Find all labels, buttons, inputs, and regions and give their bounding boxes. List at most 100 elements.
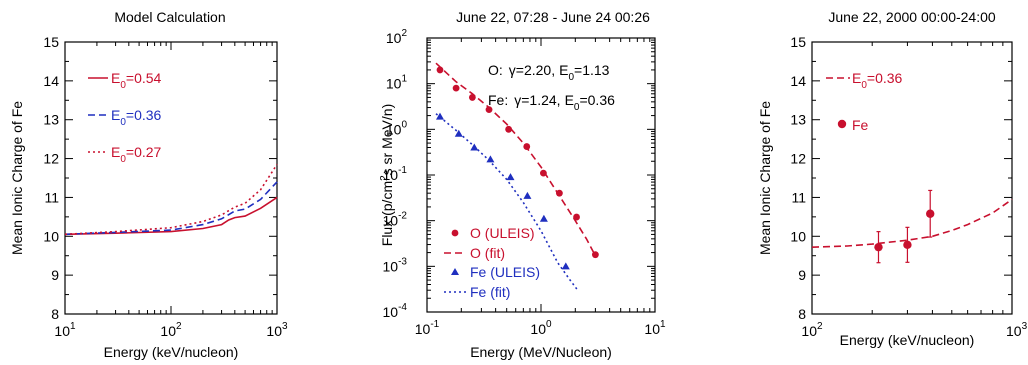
panel-2-series bbox=[435, 62, 599, 291]
panel-3-point-fe bbox=[926, 209, 935, 218]
panel-2-ylabel-b: s sr MeV/n) bbox=[379, 104, 395, 176]
panel-3-xtick-label: 102 bbox=[801, 321, 823, 339]
panel-2-ytick-label-base: 10 bbox=[383, 213, 399, 229]
panel-2-ytick-label: 102 bbox=[386, 28, 408, 46]
panel-1-legend-label-sub: 0 bbox=[120, 80, 126, 91]
panel-2-annotation-gamma: γ=2.20, bbox=[509, 62, 555, 78]
panel-model-calculation: Model Calculation 101 102 1038910111213141… bbox=[9, 9, 288, 360]
panel-1-ytick-label: 12 bbox=[43, 151, 59, 167]
panel-2-annotation-e-rest: =1.13 bbox=[574, 62, 610, 78]
panel-3-xtick-label-base: 10 bbox=[1006, 323, 1022, 339]
panel-2-ytick-label-exp: 1 bbox=[401, 74, 407, 85]
panel-2-xtick-label: 101 bbox=[644, 319, 666, 337]
panel-2-xtick-label: 100 bbox=[530, 319, 552, 337]
panel-2-point-fe bbox=[561, 262, 570, 270]
panel-1-xtick-label-exp: 2 bbox=[176, 321, 182, 332]
panel-flux-spectrum: June 22, 07:28 - June 24 00:26 10-1 100 10… bbox=[379, 9, 666, 360]
panel-1-ytick-label: 15 bbox=[43, 34, 59, 50]
panel-1-legend-label: E0=0.27 bbox=[111, 144, 162, 165]
panel-2-point-fe bbox=[486, 155, 495, 163]
panel-1-series-line bbox=[64, 181, 278, 236]
panel-3-ytick-label: 12 bbox=[790, 151, 806, 167]
panel-2-legend: O (ULEIS) O (fit) Fe (ULEIS) Fe (fit) bbox=[444, 225, 540, 300]
panel-2-point-fe bbox=[523, 191, 532, 199]
panel-1-series-line bbox=[64, 163, 278, 236]
panel-2-ytick-label-exp: -4 bbox=[398, 302, 407, 313]
panel-2-legend-label: O (fit) bbox=[470, 245, 505, 261]
panel-2-point-fe bbox=[435, 112, 444, 120]
panel-1-ytick-label: 10 bbox=[43, 228, 59, 244]
panel-1-frame bbox=[64, 41, 278, 315]
panel-1-xlabel: Energy (keV/nucleon) bbox=[104, 344, 239, 360]
panel-2-annotation-e-sub: 0 bbox=[568, 72, 574, 83]
panel-1-xtick-label-base: 10 bbox=[266, 323, 282, 339]
panel-1-xtick-label-base: 10 bbox=[160, 323, 176, 339]
panel-2-point-o bbox=[436, 66, 444, 74]
panel-3-xtick-label: 103 bbox=[1006, 321, 1028, 339]
panel-1-xtick-label-exp: 1 bbox=[70, 321, 76, 332]
panel-2-annotations: O: γ=2.20, E 0=1.13 Fe: γ=1.24, E0=0.36 bbox=[488, 62, 615, 113]
panel-1-xtick-label: 102 bbox=[160, 321, 182, 339]
panel-3-ytick-label: 8 bbox=[798, 306, 806, 322]
panel-2-point-fe bbox=[506, 173, 515, 181]
panel-1-ytick-label: 13 bbox=[43, 112, 59, 128]
panel-2-annotation-species: O: bbox=[488, 62, 503, 78]
panel-3-legend-label: E0=0.36 bbox=[852, 70, 903, 91]
panel-1-ytick-label: 11 bbox=[44, 189, 59, 205]
panel-observed-charge: June 22, 2000 00:00-24:00 102 10389101112… bbox=[757, 9, 1028, 348]
panel-1-legend-label-sub: 0 bbox=[120, 117, 126, 128]
panel-3-point-fe bbox=[874, 242, 883, 252]
panel-2-ytick-label-base: 10 bbox=[386, 121, 402, 137]
panel-3-legend-label-main: E bbox=[852, 70, 861, 86]
panel-3-xtick-label-base: 10 bbox=[801, 323, 817, 339]
panel-2-ytick-label-base: 10 bbox=[383, 167, 399, 183]
panel-2-xtick-label-exp: 1 bbox=[660, 319, 666, 330]
panel-1-xtick-label-exp: 3 bbox=[282, 321, 288, 332]
panel-1-series-line bbox=[64, 196, 278, 236]
panel-2-ylabel: Flux (p/cm2s sr MeV/n) bbox=[379, 104, 395, 246]
panel-1-ytick-label: 14 bbox=[43, 73, 59, 89]
panel-2-fit-annotation: Fe: γ=1.24, E0=0.36 bbox=[488, 92, 615, 113]
panel-2-point-fe bbox=[539, 214, 548, 222]
panel-3-legend-label: Fe bbox=[852, 117, 869, 133]
panel-3-legend-label-sub: 0 bbox=[861, 80, 867, 91]
panel-2-ytick-label: 10-4 bbox=[383, 302, 408, 320]
panel-2-ytick-label: 10-2 bbox=[383, 211, 408, 229]
panel-1-legend-label-rest: =0.27 bbox=[126, 144, 162, 160]
panel-3-legend-label-rest: =0.36 bbox=[867, 70, 903, 86]
panel-1-ytick-label: 9 bbox=[51, 267, 59, 283]
panel-3-title: June 22, 2000 00:00-24:00 bbox=[828, 9, 996, 25]
panel-3-model-line bbox=[811, 198, 1013, 248]
panel-2-ytick-label-exp: 0 bbox=[401, 119, 407, 130]
panel-2-legend-label: Fe (fit) bbox=[470, 284, 510, 300]
panel-2-legend-swatch bbox=[451, 268, 459, 275]
panel-3-series bbox=[811, 189, 1013, 264]
panel-2-ytick-label-base: 10 bbox=[383, 304, 399, 320]
panel-3-xtick-label-exp: 2 bbox=[817, 321, 823, 332]
panel-2-annotation-e: E bbox=[565, 92, 574, 108]
panel-2-ytick-label: 10-1 bbox=[383, 165, 408, 183]
panel-1-ytick-label: 8 bbox=[51, 306, 59, 322]
panel-2-xtick-label-base: 10 bbox=[530, 321, 546, 337]
panel-1-title: Model Calculation bbox=[114, 9, 225, 25]
panel-2-annotation-species: Fe: bbox=[488, 92, 508, 108]
panel-1-legend-label-main: E bbox=[111, 107, 120, 123]
panel-1-xtick-label-base: 10 bbox=[54, 323, 70, 339]
panel-2-annotation-e-rest: =0.36 bbox=[579, 92, 615, 108]
panel-1-xtick-label: 103 bbox=[266, 321, 288, 339]
panel-1-series bbox=[64, 163, 278, 236]
panel-2-legend-label: Fe (ULEIS) bbox=[470, 264, 540, 280]
panel-2-point-o bbox=[591, 251, 599, 259]
panel-3-ytick-label: 9 bbox=[798, 267, 806, 283]
panel-2-title: June 22, 07:28 - June 24 00:26 bbox=[456, 9, 650, 25]
panel-3-frame bbox=[811, 41, 1013, 315]
panel-1-legend-label: E0=0.54 bbox=[111, 70, 162, 91]
panel-2-ytick-label: 101 bbox=[386, 74, 408, 92]
panel-3-ytick-label: 11 bbox=[791, 189, 806, 205]
panel-2-fit-annotation: O: γ=2.20, E0=1.13 bbox=[488, 62, 610, 83]
panel-3-ytick-label: 15 bbox=[790, 34, 806, 50]
